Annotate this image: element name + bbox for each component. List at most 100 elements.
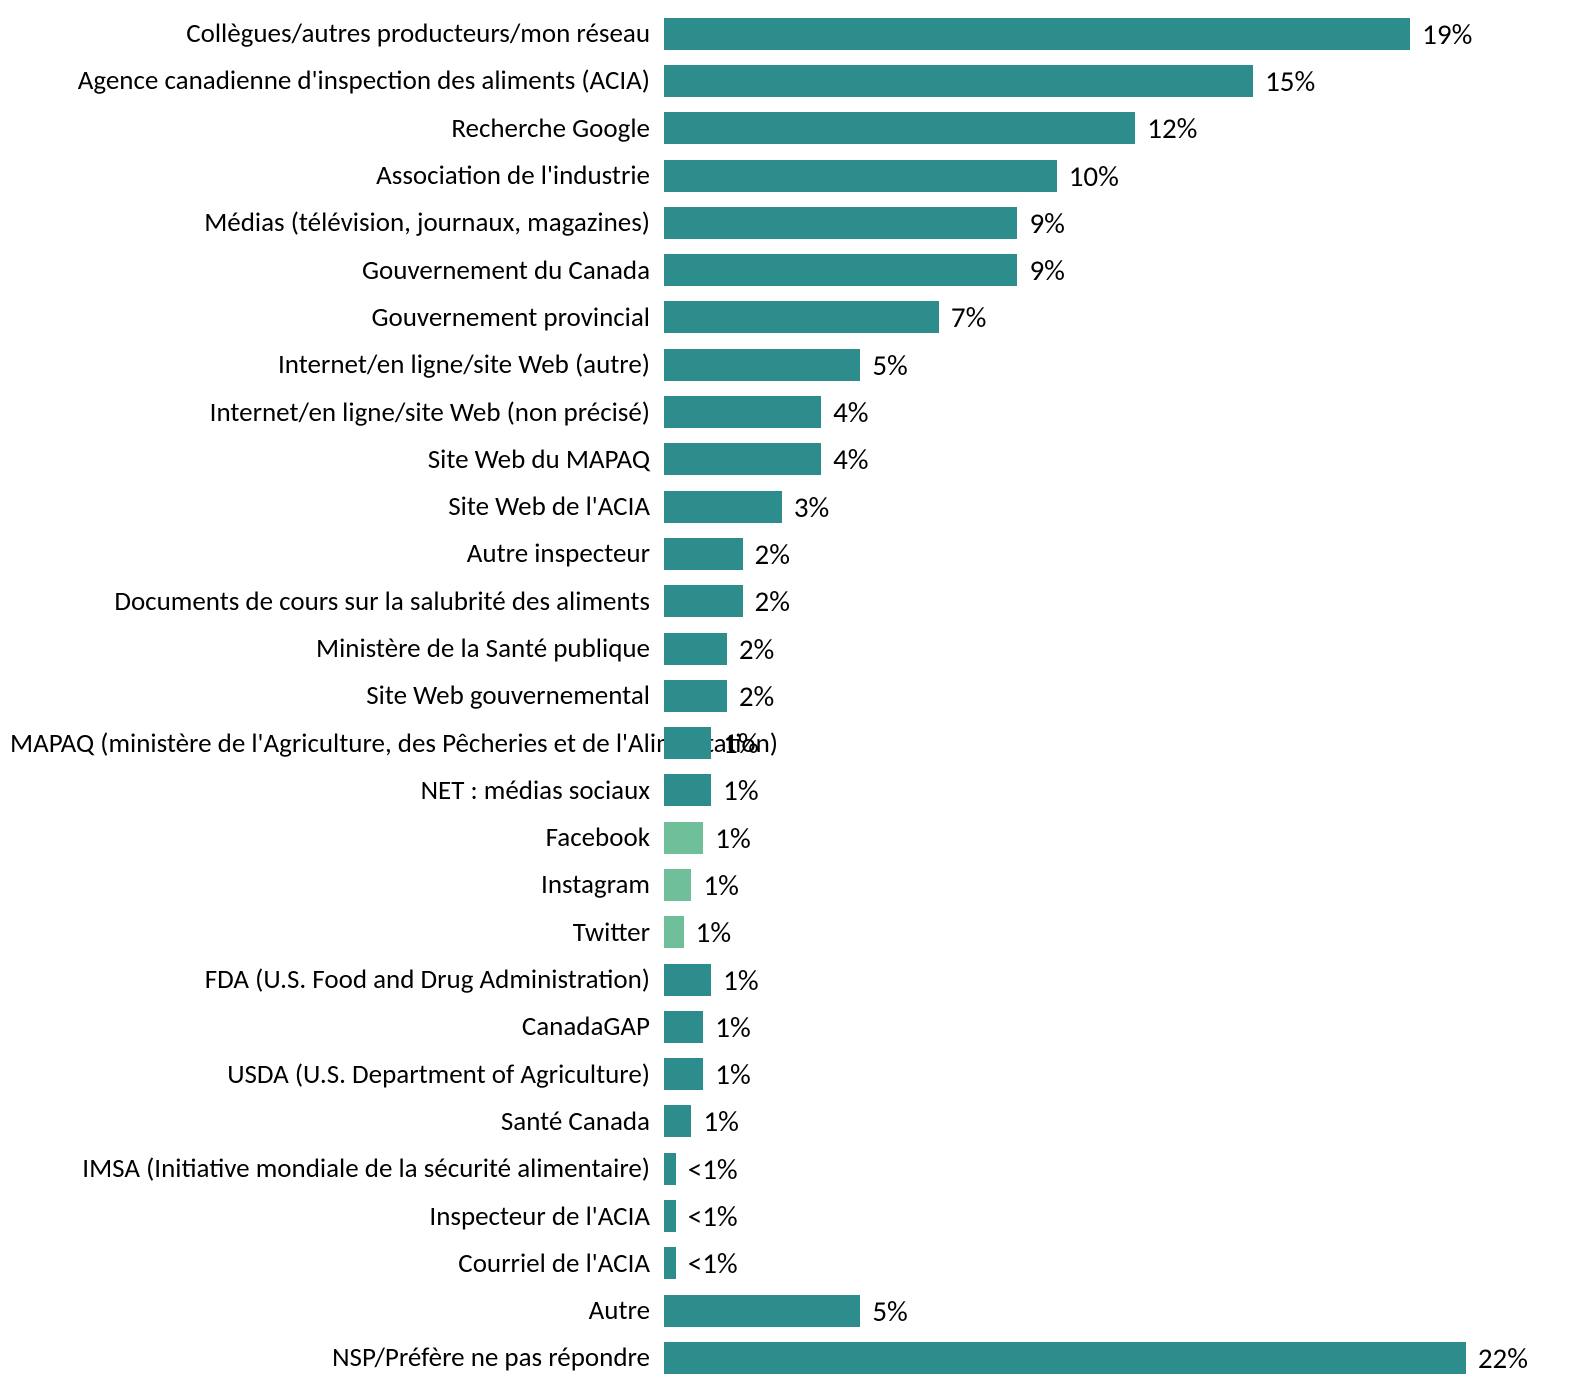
- chart-row: NSP/Préfère ne pas répondre 22%: [10, 1334, 1528, 1381]
- bar: [664, 491, 782, 523]
- bar-area: 1%: [664, 719, 1528, 766]
- value-label: 7%: [939, 299, 986, 335]
- category-label: Collègues/autres producteurs/mon réseau: [10, 17, 664, 50]
- bar: [664, 964, 711, 996]
- value-label: 1%: [691, 1103, 738, 1139]
- chart-row: Gouvernement provincial 7%: [10, 294, 1528, 341]
- category-label: Autre inspecteur: [10, 537, 664, 570]
- bar: [664, 254, 1017, 286]
- chart-row: NET : médias sociaux1%: [10, 767, 1528, 814]
- value-label: 1%: [711, 962, 758, 998]
- bar-area: 4%: [664, 436, 1528, 483]
- value-label: 19%: [1410, 16, 1472, 52]
- bar: [664, 869, 691, 901]
- category-label: Gouvernement provincial: [10, 301, 664, 334]
- bar: [664, 916, 684, 948]
- bar-area: 2%: [664, 625, 1528, 672]
- chart-row: Agence canadienne d'inspection des alime…: [10, 57, 1528, 104]
- chart-row: Courriel de l'ACIA<1%: [10, 1240, 1528, 1287]
- chart-row: Facebook 1%: [10, 814, 1528, 861]
- category-label: Médias (télévision, journaux, magazines): [10, 206, 664, 239]
- bar-area: 5%: [664, 1287, 1528, 1334]
- chart-row: Autre inspecteur 2%: [10, 530, 1528, 577]
- bar-area: 2%: [664, 672, 1528, 719]
- chart-row: Twitter1%: [10, 909, 1528, 956]
- chart-row: Santé Canada 1%: [10, 1098, 1528, 1145]
- bar: [664, 1200, 676, 1232]
- bar: [664, 18, 1410, 50]
- category-label: Internet/en ligne/site Web (autre): [10, 348, 664, 381]
- category-label: Site Web gouvernemental: [10, 679, 664, 712]
- category-label: IMSA (Initiative mondiale de la sécurité…: [10, 1152, 664, 1185]
- value-label: 1%: [711, 725, 758, 761]
- bar: [664, 112, 1135, 144]
- bar-area: 10%: [664, 152, 1528, 199]
- bar-area: 15%: [664, 57, 1528, 104]
- bar-area: 3%: [664, 483, 1528, 530]
- category-label: NET : médias sociaux: [10, 774, 664, 807]
- bar: [664, 301, 939, 333]
- value-label: <1%: [676, 1198, 738, 1234]
- chart-row: Collègues/autres producteurs/mon réseau 1…: [10, 10, 1528, 57]
- bar-area: <1%: [664, 1240, 1528, 1287]
- category-label: Recherche Google: [10, 112, 664, 145]
- value-label: 22%: [1466, 1340, 1528, 1376]
- value-label: <1%: [676, 1245, 738, 1281]
- chart-row: Documents de cours sur la salubrité des …: [10, 578, 1528, 625]
- bar-area: 22%: [664, 1334, 1528, 1381]
- chart-row: Instagram1%: [10, 861, 1528, 908]
- chart-row: Site Web gouvernemental 2%: [10, 672, 1528, 719]
- value-label: 9%: [1017, 252, 1064, 288]
- category-label: Gouvernement du Canada: [10, 254, 664, 287]
- chart-row: Inspecteur de l'ACIA<1%: [10, 1192, 1528, 1239]
- value-label: 1%: [703, 1056, 750, 1092]
- chart-row: Recherche Google12%: [10, 105, 1528, 152]
- category-label: Twitter: [10, 916, 664, 949]
- chart-row: Médias (télévision, journaux, magazines)…: [10, 199, 1528, 246]
- category-label: Association de l'industrie: [10, 159, 664, 192]
- bar: [664, 727, 711, 759]
- category-label: CanadaGAP: [10, 1010, 664, 1043]
- category-label: NSP/Préfère ne pas répondre: [10, 1341, 664, 1374]
- bar: [664, 160, 1057, 192]
- category-label: FDA (U.S. Food and Drug Administration): [10, 963, 664, 996]
- chart-row: Internet/en ligne/site Web (autre)5%: [10, 341, 1528, 388]
- category-label: MAPAQ (ministère de l'Agriculture, des P…: [10, 727, 664, 760]
- bar: [664, 1247, 676, 1279]
- bar: [664, 633, 727, 665]
- bar: [664, 1011, 703, 1043]
- bar-area: <1%: [664, 1145, 1528, 1192]
- value-label: 1%: [703, 820, 750, 856]
- value-label: <1%: [676, 1151, 738, 1187]
- bar-area: 5%: [664, 341, 1528, 388]
- bar: [664, 396, 821, 428]
- category-label: Internet/en ligne/site Web (non précisé): [10, 396, 664, 429]
- bar: [664, 585, 743, 617]
- value-label: 4%: [821, 394, 868, 430]
- value-label: 3%: [782, 489, 829, 525]
- chart-row: Internet/en ligne/site Web (non précisé)…: [10, 388, 1528, 435]
- bar-area: 1%: [664, 909, 1528, 956]
- value-label: 2%: [743, 536, 790, 572]
- category-label: Ministère de la Santé publique: [10, 632, 664, 665]
- category-label: Site Web du MAPAQ: [10, 443, 664, 476]
- bar: [664, 538, 743, 570]
- bar-area: 1%: [664, 956, 1528, 1003]
- bar-area: 12%: [664, 105, 1528, 152]
- value-label: 1%: [703, 1009, 750, 1045]
- bar-area: 1%: [664, 1098, 1528, 1145]
- chart-row: MAPAQ (ministère de l'Agriculture, des P…: [10, 719, 1528, 766]
- bar-area: 7%: [664, 294, 1528, 341]
- bar: [664, 774, 711, 806]
- bar-area: 1%: [664, 767, 1528, 814]
- category-label: Autre: [10, 1294, 664, 1327]
- category-label: Santé Canada: [10, 1105, 664, 1138]
- bar: [664, 1295, 860, 1327]
- category-label: Instagram: [10, 868, 664, 901]
- bar-area: 2%: [664, 530, 1528, 577]
- value-label: 2%: [727, 678, 774, 714]
- value-label: 4%: [821, 441, 868, 477]
- bar-area: <1%: [664, 1192, 1528, 1239]
- bar: [664, 1153, 676, 1185]
- category-label: Facebook: [10, 821, 664, 854]
